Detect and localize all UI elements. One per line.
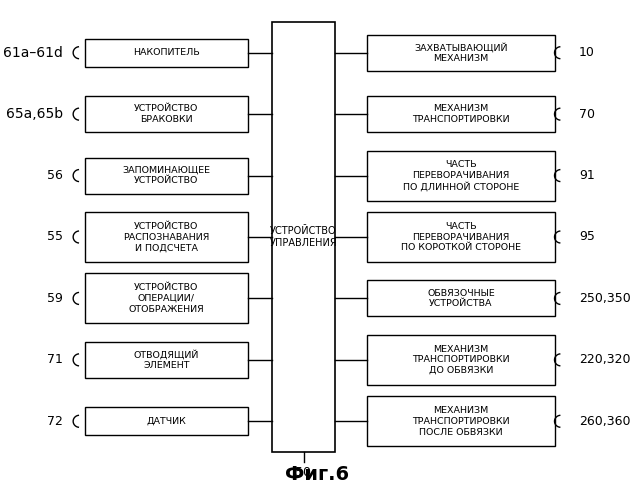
Text: 55: 55 — [47, 230, 63, 243]
Text: ЧАСТЬ
ПЕРЕВОРАЧИВАНИЯ
ПО ДЛИННОЙ СТОРОНЕ: ЧАСТЬ ПЕРЕВОРАЧИВАНИЯ ПО ДЛИННОЙ СТОРОНЕ — [403, 160, 519, 192]
Bar — [367, 280, 555, 316]
Text: 65а,65b: 65а,65b — [6, 107, 63, 121]
Bar — [367, 396, 555, 446]
Bar — [85, 158, 248, 194]
Bar — [85, 38, 248, 66]
Text: НАКОПИТЕЛЬ: НАКОПИТЕЛЬ — [133, 48, 200, 57]
Text: ЗАХВАТЫВАЮЩИЙ
МЕХАНИЗМ: ЗАХВАТЫВАЮЩИЙ МЕХАНИЗМ — [414, 42, 508, 63]
Bar — [85, 274, 248, 324]
Text: 95: 95 — [579, 230, 595, 243]
Bar — [367, 34, 555, 70]
Text: 220,320: 220,320 — [579, 354, 630, 366]
Text: 59: 59 — [47, 292, 63, 305]
Text: УСТРОЙСТВО
ОПЕРАЦИИ/
ОТОБРАЖЕНИЯ: УСТРОЙСТВО ОПЕРАЦИИ/ ОТОБРАЖЕНИЯ — [129, 283, 204, 314]
Bar — [85, 342, 248, 378]
Text: ОТВОДЯЩИЙ
ЭЛЕМЕНТ: ОТВОДЯЩИЙ ЭЛЕМЕНТ — [134, 350, 199, 370]
Text: 72: 72 — [47, 415, 63, 428]
Text: 91: 91 — [579, 169, 595, 182]
Text: ОБВЯЗОЧНЫЕ
УСТРОЙСТВА: ОБВЯЗОЧНЫЕ УСТРОЙСТВА — [427, 288, 495, 308]
Text: 70: 70 — [579, 108, 595, 120]
Text: УСТРОЙСТВО
БРАКОВКИ: УСТРОЙСТВО БРАКОВКИ — [134, 104, 198, 124]
Bar — [272, 22, 335, 452]
Text: Фиг.6: Фиг.6 — [285, 465, 349, 484]
Text: ДАТЧИК: ДАТЧИК — [146, 417, 186, 426]
Text: МЕХАНИЗМ
ТРАНСПОРТИРОВКИ: МЕХАНИЗМ ТРАНСПОРТИРОВКИ — [412, 104, 510, 124]
Text: УСТРОЙСТВО
УПРАВЛЕНИЯ: УСТРОЙСТВО УПРАВЛЕНИЯ — [269, 226, 337, 248]
Bar — [85, 212, 248, 262]
Text: МЕХАНИЗМ
ТРАНСПОРТИРОВКИ
ДО ОБВЯЗКИ: МЕХАНИЗМ ТРАНСПОРТИРОВКИ ДО ОБВЯЗКИ — [412, 344, 510, 375]
Text: УСТРОЙСТВО
РАСПОЗНАВАНИЯ
И ПОДСЧЕТА: УСТРОЙСТВО РАСПОЗНАВАНИЯ И ПОДСЧЕТА — [123, 222, 210, 252]
Text: 10: 10 — [579, 46, 595, 59]
Bar — [367, 96, 555, 132]
Bar — [367, 150, 555, 200]
Text: ЗАПОМИНАЮЩЕЕ
УСТРОЙСТВО: ЗАПОМИНАЮЩЕЕ УСТРОЙСТВО — [122, 166, 210, 186]
Text: 260,360: 260,360 — [579, 415, 630, 428]
Text: 61а–61d: 61а–61d — [3, 46, 63, 60]
Bar — [367, 335, 555, 385]
Text: 50: 50 — [295, 466, 311, 479]
Text: 250,350: 250,350 — [579, 292, 631, 305]
Bar — [367, 212, 555, 262]
Text: ЧАСТЬ
ПЕРЕВОРАЧИВАНИЯ
ПО КОРОТКОЙ СТОРОНЕ: ЧАСТЬ ПЕРЕВОРАЧИВАНИЯ ПО КОРОТКОЙ СТОРОН… — [401, 222, 521, 252]
Bar — [85, 408, 248, 436]
Text: 71: 71 — [47, 354, 63, 366]
Bar — [85, 96, 248, 132]
Text: МЕХАНИЗМ
ТРАНСПОРТИРОВКИ
ПОСЛЕ ОБВЯЗКИ: МЕХАНИЗМ ТРАНСПОРТИРОВКИ ПОСЛЕ ОБВЯЗКИ — [412, 406, 510, 436]
Text: 56: 56 — [47, 169, 63, 182]
